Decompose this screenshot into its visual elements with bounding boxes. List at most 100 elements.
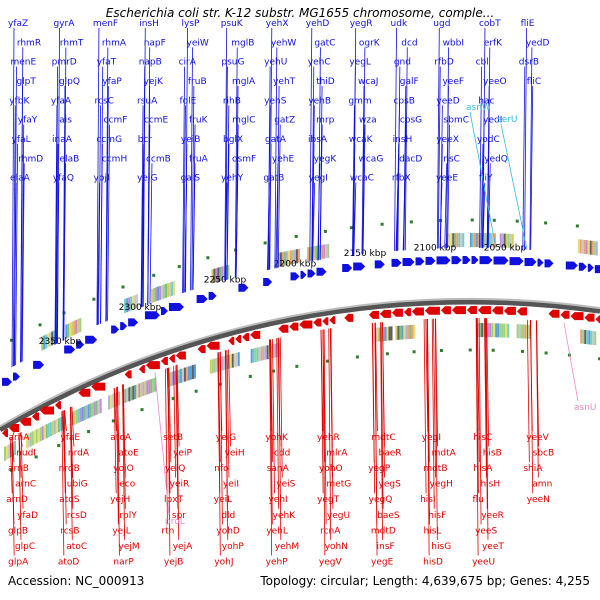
gene-label: fruK bbox=[189, 116, 209, 126]
marker-dot bbox=[325, 359, 329, 363]
feature-stripe bbox=[47, 333, 50, 348]
gene-arrow bbox=[403, 308, 411, 317]
gene-arrow bbox=[160, 357, 168, 366]
gene-arrow bbox=[228, 336, 235, 345]
gene-arrow bbox=[322, 317, 329, 326]
gene-leader-line bbox=[276, 338, 280, 509]
gene-leader-line bbox=[270, 339, 274, 463]
gene-label: yehL bbox=[266, 526, 288, 536]
gene-label: glpA bbox=[8, 557, 29, 567]
marker-dot bbox=[355, 355, 359, 359]
feature-stripe bbox=[590, 330, 593, 345]
feature-stripe bbox=[14, 441, 16, 456]
gene-arrow bbox=[595, 315, 600, 324]
feature-stripe bbox=[191, 365, 194, 380]
gene-label: yegU bbox=[327, 511, 350, 521]
feature-stripe bbox=[522, 324, 525, 339]
gene-leader-line bbox=[182, 66, 185, 294]
feature-stripe bbox=[281, 252, 284, 267]
gene-leader-line bbox=[478, 318, 482, 525]
feature-stripe bbox=[272, 343, 275, 358]
gene-leader-line bbox=[374, 322, 378, 556]
feature-stripe bbox=[51, 421, 54, 436]
gene-leader-line bbox=[436, 27, 440, 249]
feature-stripe bbox=[260, 346, 263, 361]
gene-arrow bbox=[300, 270, 307, 279]
gene-label: atoS bbox=[59, 495, 80, 505]
gene-leader-line bbox=[479, 66, 482, 249]
gene-leader-line bbox=[140, 182, 144, 308]
feature-stripe bbox=[45, 424, 48, 439]
gene-leader-line bbox=[55, 143, 59, 345]
gene-label: wcaC bbox=[350, 174, 374, 184]
gene-leader-line bbox=[279, 337, 283, 478]
feature-stripe bbox=[507, 323, 510, 338]
gene-arrow bbox=[55, 401, 61, 410]
feature-stripe bbox=[323, 244, 326, 259]
feature-stripe bbox=[47, 423, 50, 438]
feature-stripe bbox=[287, 250, 290, 265]
gene-label: psuG bbox=[221, 58, 244, 68]
gene-label: yfaP bbox=[102, 77, 122, 87]
gene-leader-line bbox=[328, 328, 332, 540]
rna-label: serU bbox=[497, 115, 518, 125]
gene-label: yegL bbox=[349, 58, 371, 68]
marker-dot bbox=[544, 221, 548, 225]
gene-leader-line bbox=[173, 365, 177, 478]
gene-leader-line bbox=[11, 27, 15, 368]
gene-leader-line bbox=[311, 143, 315, 262]
gene-label: wcaG bbox=[359, 154, 384, 164]
gene-label: bcr bbox=[138, 135, 153, 145]
gene-leader-line bbox=[529, 47, 533, 250]
gene-leader-line bbox=[375, 322, 378, 432]
gene-label: yfaD bbox=[17, 511, 38, 521]
feature-stripe bbox=[495, 323, 498, 338]
gene-leader-line bbox=[21, 163, 25, 362]
gene-label: galS bbox=[181, 174, 201, 184]
forward-rna-labels: asnW serU bbox=[466, 103, 528, 250]
gene-label: pmrD bbox=[52, 58, 77, 68]
gene-label: yehP bbox=[266, 557, 289, 567]
gene-label: cbl bbox=[476, 58, 489, 68]
gene-label: rtn bbox=[161, 526, 174, 536]
gene-leader-line bbox=[482, 182, 486, 249]
gene-label: yegV bbox=[319, 557, 343, 567]
feature-stripe bbox=[155, 287, 158, 302]
feature-stripe bbox=[582, 329, 585, 344]
gene-label: galF bbox=[400, 77, 419, 87]
feature-stripe bbox=[219, 267, 222, 282]
gene-arrow bbox=[196, 294, 208, 303]
gene-arrow bbox=[402, 258, 415, 267]
gene-leader-line bbox=[225, 350, 229, 540]
feature-stripe bbox=[41, 426, 44, 441]
gene-label: yedD bbox=[526, 38, 550, 48]
gene-leader-line bbox=[423, 319, 427, 494]
gene-leader-line bbox=[226, 143, 230, 280]
gene-label: eco bbox=[119, 480, 135, 490]
gene-leader-line bbox=[372, 323, 376, 494]
feature-stripe bbox=[580, 329, 583, 344]
gene-label: mlrA bbox=[326, 449, 348, 459]
kbp-ticks: 2050 kbp 2100 kbp 2150 kbp 2200 kbp 2250 kbp… bbox=[39, 244, 527, 347]
gene-arrow bbox=[64, 345, 76, 354]
gene-label: yeeD bbox=[436, 96, 459, 106]
feature-stripe bbox=[413, 324, 416, 339]
feature-stripe bbox=[153, 288, 156, 303]
gene-label: wcaK bbox=[349, 135, 374, 145]
gene-arrow bbox=[235, 335, 242, 344]
gene-leader-line bbox=[530, 319, 534, 494]
gene-label: wcaJ bbox=[358, 77, 378, 87]
gene-arrow bbox=[548, 309, 560, 318]
gene-label: hisG bbox=[431, 542, 451, 552]
gene-leader-line bbox=[97, 182, 100, 325]
feature-stripe bbox=[264, 345, 267, 360]
gene-leader-line bbox=[21, 124, 25, 362]
feature-stripe bbox=[177, 369, 180, 384]
feature-stripe bbox=[584, 329, 587, 344]
feature-stripe bbox=[229, 354, 232, 369]
marker-dot bbox=[272, 369, 276, 373]
marker-dot bbox=[248, 374, 252, 378]
feature-stripe bbox=[217, 267, 220, 282]
gene-leader-line bbox=[167, 367, 171, 556]
feature-stripe bbox=[193, 364, 196, 379]
